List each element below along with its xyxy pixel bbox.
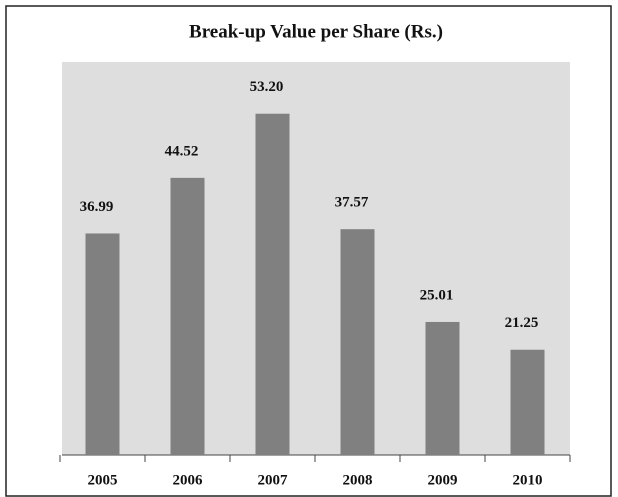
bar — [255, 113, 290, 455]
bar — [340, 229, 375, 455]
chart-title: Break-up Value per Share (Rs.) — [189, 21, 443, 42]
data-label: 53.20 — [250, 79, 284, 95]
data-label: 36.99 — [80, 199, 114, 215]
data-label: 25.01 — [420, 287, 454, 303]
data-label: 44.52 — [165, 143, 199, 159]
x-tick-label: 2009 — [428, 472, 458, 488]
x-tick-label: 2006 — [173, 472, 204, 488]
x-tick-label: 2005 — [88, 472, 118, 488]
data-label: 37.57 — [335, 195, 369, 211]
plot-area — [62, 62, 570, 455]
bar — [510, 349, 545, 455]
data-label: 21.25 — [505, 315, 539, 331]
bar — [170, 177, 205, 456]
x-tick-label: 2010 — [513, 472, 543, 488]
bar — [425, 321, 460, 455]
bar — [85, 233, 120, 455]
x-tick-label: 2007 — [258, 472, 289, 488]
x-tick-label: 2008 — [343, 472, 373, 488]
